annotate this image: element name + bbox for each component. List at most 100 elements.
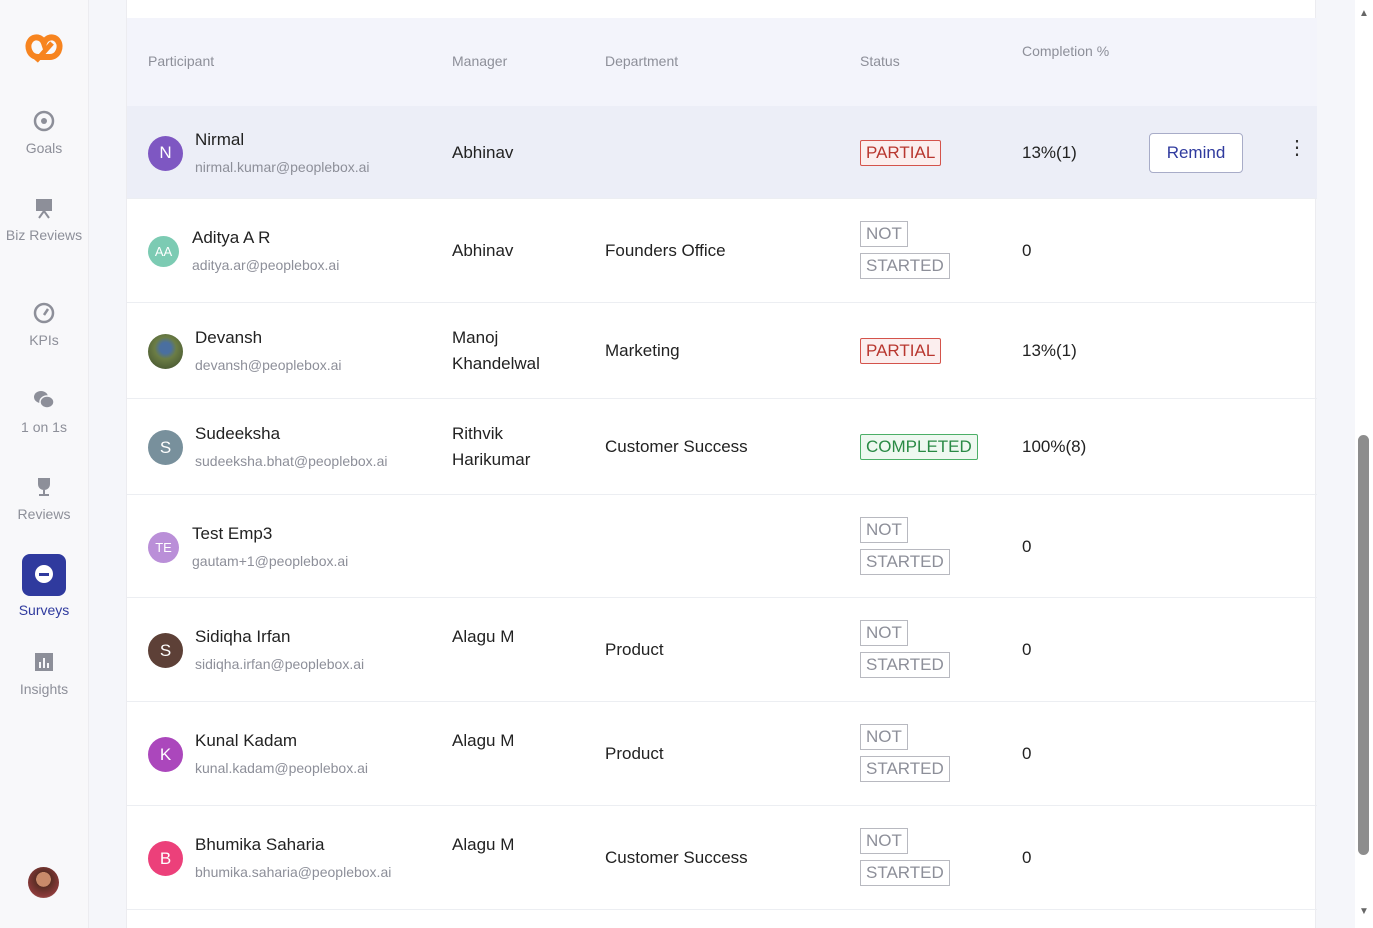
participant-name: Kunal Kadam	[195, 731, 298, 750]
header-participant[interactable]: Participant	[148, 53, 215, 69]
table-row[interactable]: S Sidiqha Irfan sidiqha.irfan@peoplebox.a…	[127, 598, 1317, 702]
participants-table: Participant Manager Department Status Co…	[126, 0, 1317, 928]
avatar: AA	[148, 236, 179, 267]
avatar-initials: B	[159, 848, 172, 868]
header-manager[interactable]: Manager	[452, 53, 508, 69]
header-status[interactable]: Status	[860, 53, 900, 69]
gauge-icon	[33, 302, 55, 324]
completion: 13%(1)	[1022, 341, 1077, 360]
completion: 0	[1022, 241, 1032, 260]
survey-icon	[22, 554, 66, 596]
status-badge: NOT STARTED	[860, 516, 950, 581]
avatar: S	[148, 430, 183, 465]
header-department[interactable]: Department	[605, 53, 679, 69]
sidebar-item-kpis[interactable]: KPIs	[0, 302, 88, 348]
status-text: NOT	[860, 724, 908, 750]
status-text: NOT	[860, 516, 908, 543]
table-row[interactable]: N Nirmal nirmal.kumar@peoplebox.ai Abhina…	[127, 106, 1317, 199]
status-text: NOT	[860, 221, 908, 247]
status-text: STARTED	[860, 253, 950, 279]
department: Product	[605, 640, 664, 659]
sidebar-item-insights[interactable]: Insights	[0, 651, 88, 697]
header-completion[interactable]: Completion %	[1022, 43, 1110, 59]
user-avatar[interactable]	[28, 867, 59, 898]
participant-email: sudeeksha.bhat@peoplebox.ai	[195, 453, 388, 469]
avatar	[148, 334, 183, 369]
peoplebox-logo[interactable]	[24, 33, 64, 65]
manager: Abhinav	[452, 142, 514, 162]
department: Marketing	[605, 341, 680, 360]
manager: Rithvik Harikumar	[452, 424, 531, 469]
participant-email: nirmal.kumar@peoplebox.ai	[195, 158, 370, 175]
participant-email: gautam+1@peoplebox.ai	[192, 552, 349, 569]
status-badge: PARTIAL	[860, 139, 942, 166]
table-row[interactable]: K Kunal Kadam kunal.kadam@peoplebox.ai Al…	[127, 702, 1317, 806]
department: Founders Office	[605, 241, 726, 260]
manager: Alagu M	[452, 835, 515, 854]
table-row[interactable]: S Sudeeksha sudeeksha.bhat@peoplebox.ai R…	[127, 399, 1317, 495]
manager: Alagu M	[452, 627, 515, 646]
avatar-initials: S	[159, 437, 172, 457]
participant-name: Sidiqha Irfan	[195, 627, 291, 646]
scrollbar-thumb[interactable]	[1358, 435, 1369, 855]
status-text: STARTED	[860, 860, 950, 886]
status-text: STARTED	[860, 548, 950, 575]
sidebar: Goals Biz Reviews KPIs 1 on 1s Reviews Survey…	[0, 0, 89, 928]
status-badge: NOT STARTED	[860, 828, 950, 892]
sidebar-item-label: 1 on 1s	[21, 419, 67, 435]
participant-name: Test Emp3	[192, 523, 273, 543]
sidebar-item-label: Insights	[19, 681, 69, 697]
scroll-up-icon[interactable]: ▲	[1359, 8, 1369, 19]
status-text: STARTED	[860, 652, 950, 678]
participant-email: devansh@peoplebox.ai	[195, 357, 342, 373]
table-row[interactable]: Devansh devansh@peoplebox.ai Manoj Khand…	[127, 303, 1317, 399]
department: Customer Success	[605, 848, 748, 867]
participant-email: kunal.kadam@peoplebox.ai	[195, 760, 368, 776]
manager: Alagu M	[452, 731, 515, 750]
avatar: TE	[148, 531, 179, 563]
avatar-initials: K	[159, 744, 172, 764]
table-row[interactable]: AA Aditya A R aditya.ar@peoplebox.ai Abhi…	[127, 199, 1317, 303]
status-text: NOT	[860, 828, 908, 854]
sidebar-item-reviews[interactable]: Reviews	[0, 476, 88, 522]
avatar: S	[148, 633, 183, 668]
status-badge: NOT STARTED	[860, 620, 950, 684]
sidebar-item-label: KPIs	[29, 332, 59, 348]
participant-email: bhumika.saharia@peoplebox.ai	[195, 864, 392, 880]
status-badge: PARTIAL	[860, 338, 942, 364]
participant-email: aditya.ar@peoplebox.ai	[192, 257, 340, 273]
sidebar-item-biz-reviews[interactable]: Biz Reviews	[0, 197, 88, 243]
scrollbar[interactable]: ▲ ▼	[1355, 0, 1373, 928]
sidebar-item-1-on-1s[interactable]: 1 on 1s	[0, 389, 88, 435]
avatar-initials: AA	[154, 244, 173, 259]
sidebar-item-goals[interactable]: Goals	[0, 110, 88, 156]
target-icon	[33, 110, 55, 132]
avatar: B	[148, 841, 183, 876]
more-options-icon[interactable]: ⋮	[1287, 136, 1307, 159]
participant-name: Nirmal	[195, 129, 245, 149]
presentation-icon	[33, 197, 55, 219]
status-badge: NOT STARTED	[860, 724, 950, 788]
scroll-down-icon[interactable]: ▼	[1359, 906, 1369, 917]
participant-email: sidiqha.irfan@peoplebox.ai	[195, 656, 365, 672]
avatar-initials: TE	[155, 539, 172, 555]
sidebar-item-label: Surveys	[18, 602, 70, 618]
status-text: NOT	[860, 620, 908, 646]
department: Product	[605, 744, 664, 763]
completion: 13%(1)	[1022, 142, 1077, 162]
avatar-initials: S	[159, 640, 172, 660]
participant-name: Aditya A R	[192, 228, 271, 247]
table-row[interactable]: TE Test Emp3 gautam+1@peoplebox.ai NOT STA…	[127, 495, 1317, 598]
status-text: STARTED	[860, 756, 950, 782]
avatar-initials: N	[159, 143, 172, 162]
avatar: K	[148, 737, 183, 772]
remind-button[interactable]: Remind	[1149, 132, 1243, 173]
participant-name: Sudeeksha	[195, 424, 281, 443]
avatar: N	[148, 135, 183, 171]
status-badge: COMPLETED	[860, 434, 978, 460]
completion: 0	[1022, 848, 1032, 867]
sidebar-item-surveys[interactable]: Surveys	[0, 554, 88, 618]
participant-name: Bhumika Saharia	[195, 835, 325, 854]
completion: 0	[1022, 744, 1032, 763]
table-row[interactable]: B Bhumika Saharia bhumika.saharia@peopleb…	[127, 806, 1317, 910]
